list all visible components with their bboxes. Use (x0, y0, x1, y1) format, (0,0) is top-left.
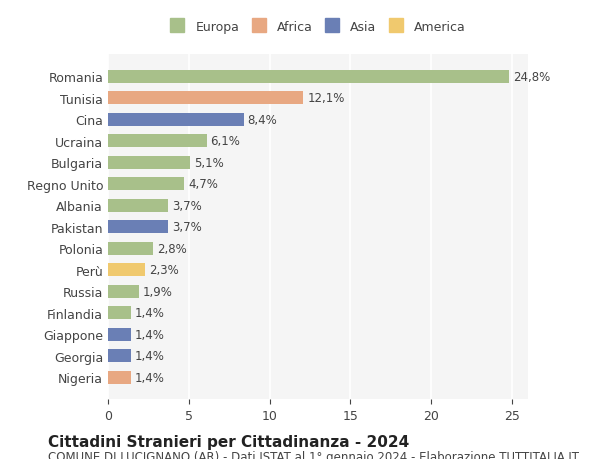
Bar (108, 242, 153, 255)
Text: 3,7%: 3,7% (172, 199, 202, 212)
Text: 1,4%: 1,4% (134, 371, 164, 384)
Text: 6,1%: 6,1% (211, 135, 241, 148)
Bar (108, 371, 131, 384)
Text: 1,4%: 1,4% (134, 349, 164, 362)
Bar (108, 349, 131, 362)
Text: 3,7%: 3,7% (172, 221, 202, 234)
Bar (108, 135, 206, 148)
Text: 1,9%: 1,9% (143, 285, 173, 298)
Bar (108, 307, 131, 319)
Bar (108, 221, 168, 234)
Bar (108, 178, 184, 191)
Text: 2,8%: 2,8% (157, 242, 187, 255)
Text: 8,4%: 8,4% (248, 113, 277, 127)
Text: Cittadini Stranieri per Cittadinanza - 2024: Cittadini Stranieri per Cittadinanza - 2… (48, 434, 409, 449)
Text: 1,4%: 1,4% (134, 307, 164, 319)
Bar (108, 328, 131, 341)
Bar (108, 157, 190, 169)
Text: 5,1%: 5,1% (194, 157, 224, 169)
Bar (108, 199, 168, 212)
Text: COMUNE DI LUCIGNANO (AR) - Dati ISTAT al 1° gennaio 2024 - Elaborazione TUTTITAL: COMUNE DI LUCIGNANO (AR) - Dati ISTAT al… (48, 450, 579, 459)
Text: 12,1%: 12,1% (307, 92, 345, 105)
Bar (108, 71, 509, 84)
Text: 1,4%: 1,4% (134, 328, 164, 341)
Bar (108, 92, 304, 105)
Text: 24,8%: 24,8% (512, 71, 550, 84)
Text: 4,7%: 4,7% (188, 178, 218, 191)
Legend: Europa, Africa, Asia, America: Europa, Africa, Asia, America (167, 17, 469, 38)
Text: 2,3%: 2,3% (149, 263, 179, 277)
Bar (108, 285, 139, 298)
Bar (108, 113, 244, 127)
Bar (108, 263, 145, 276)
